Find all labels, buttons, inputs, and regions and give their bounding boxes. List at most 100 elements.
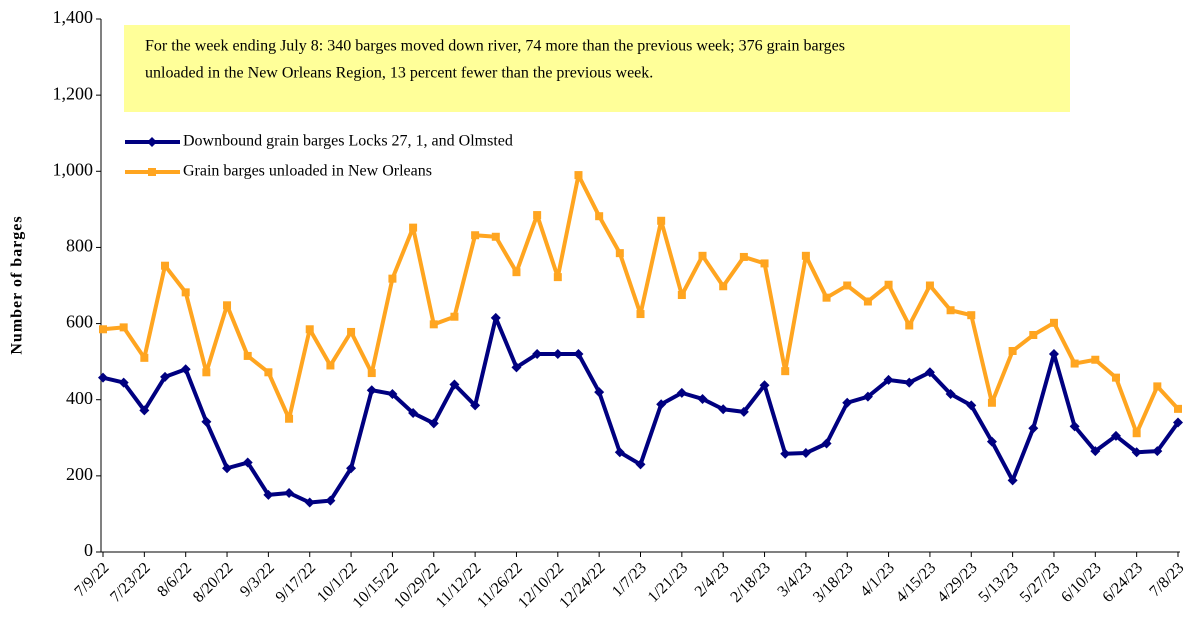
diamond-marker [1007,475,1018,486]
diamond-marker [470,400,481,411]
square-marker [99,325,107,334]
square-marker [843,281,852,290]
legend-label: Downbound grain barges Locks 27, 1, and … [183,133,513,150]
diamond-marker [449,379,460,390]
diamond-marker [1069,421,1080,432]
diamond-marker [738,406,749,417]
diamond-marker [883,374,894,385]
diamond-marker [160,371,171,382]
annotation: unloaded in the New Orleans Region, 13 p… [145,65,653,82]
square-marker [223,301,232,310]
x-tick-label: 10/29/22 [391,559,443,611]
legend-label: Grain barges unloaded in New Orleans [183,163,432,180]
x-tick-label: 12/24/22 [556,559,608,611]
diamond-marker [780,448,791,459]
diamond-marker [346,463,357,474]
x-tick-label: 5/13/23 [975,559,1022,606]
diamond-marker [924,367,935,378]
diamond-marker [1110,430,1121,441]
diamond-marker [552,349,563,360]
y-tick-label: 1,400 [53,7,94,27]
y-tick-label: 800 [66,236,93,256]
legend-marker [147,137,157,147]
annotation-box [124,25,1070,112]
diamond-marker [635,459,646,470]
diamond-marker [180,364,191,375]
diamond-marker [614,447,625,458]
square-marker [264,368,273,377]
square-marker [863,297,872,306]
diamond-marker [594,387,605,398]
square-marker [347,327,356,336]
diamond-marker [201,416,212,427]
diamond-marker [1131,447,1142,458]
y-tick-label: 0 [84,540,93,560]
x-tick-label: 1/21/23 [645,559,692,606]
diamond-marker [263,489,274,500]
square-marker [161,261,170,270]
square-marker [698,251,707,260]
diamond-marker [366,385,377,396]
square-marker [181,288,190,297]
diamond-marker [986,436,997,447]
diamond-marker [904,377,915,388]
y-tick-label: 400 [66,388,93,408]
diamond-marker [945,389,956,400]
square-marker [1008,346,1017,355]
square-marker [1029,330,1038,339]
square-marker [140,353,149,362]
diamond-marker [408,408,419,419]
square-marker [925,281,934,290]
square-marker [946,306,955,315]
y-axis-label: Number of barges [9,215,26,354]
x-tick-label: 8/20/22 [190,559,237,606]
diamond-marker [118,377,129,388]
y-tick-label: 200 [66,464,93,484]
square-marker [512,268,521,277]
square-marker [367,369,376,378]
diamond-marker [428,418,439,429]
square-marker [987,398,996,407]
diamond-marker [325,495,336,506]
square-marker [1132,429,1141,438]
x-tick-label: 4/29/23 [934,559,981,606]
square-marker [615,249,624,258]
diamond-marker [387,389,398,400]
square-marker [801,251,810,260]
x-tick-label: 9/17/22 [273,559,320,606]
diamond-marker [1173,417,1183,428]
square-marker [1091,355,1100,364]
diamond-marker [573,349,584,360]
diamond-marker [490,312,501,323]
square-marker [409,223,418,232]
square-marker [553,273,562,282]
diamond-marker [759,380,770,391]
square-marker [967,311,976,320]
diamond-marker [284,487,295,498]
square-marker [285,414,294,423]
diamond-marker [139,405,150,416]
diamond-marker [98,372,108,383]
x-tick-label: 6/24/23 [1099,559,1146,606]
diamond-marker [800,448,811,459]
annotation: For the week ending July 8: 340 barges m… [145,38,845,55]
diamond-marker [718,404,729,415]
diamond-marker [511,362,522,373]
diamond-marker [862,391,873,402]
square-marker [388,274,397,283]
square-marker [781,367,790,376]
square-marker [450,312,459,321]
square-marker [326,361,335,370]
square-marker [739,252,748,261]
square-marker [243,351,252,360]
diamond-marker [222,463,233,474]
x-tick-label: 6/10/23 [1058,559,1105,606]
square-marker [1070,359,1079,368]
diamond-marker [1048,349,1059,360]
square-marker [491,232,500,241]
diamond-marker [532,349,543,360]
square-marker [1153,382,1162,391]
x-tick-label: 7/8/23 [1146,559,1186,600]
x-tick-label: 4/15/23 [893,559,940,606]
